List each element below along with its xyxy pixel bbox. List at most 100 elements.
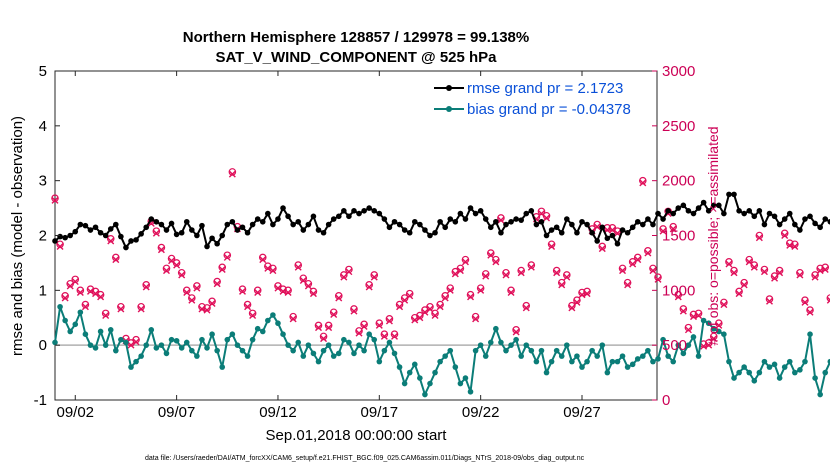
obs-assimilated-point <box>254 289 262 297</box>
rmse-point <box>366 205 372 211</box>
bias-point <box>761 358 768 365</box>
bias-point <box>320 347 327 354</box>
obs-assimilated-stroke <box>456 267 464 275</box>
obs-possible-point <box>593 220 602 229</box>
bias-point <box>564 342 570 348</box>
obs-assimilated-point <box>340 273 348 281</box>
obs-possible-point <box>806 306 814 314</box>
rmse-point <box>214 240 220 247</box>
rmse-point <box>579 218 585 225</box>
obs-possible-point <box>223 251 232 260</box>
bias-line <box>54 305 830 396</box>
rmse-point <box>432 229 438 236</box>
bias-point <box>265 317 271 324</box>
obs-assimilated-stroke <box>142 283 150 291</box>
bias-point <box>422 391 428 398</box>
bias-point <box>87 342 94 348</box>
obs-assimilated-stroke <box>517 269 525 277</box>
obs-assimilated-point <box>507 289 515 297</box>
obs-possible-point <box>644 247 652 255</box>
bias-point <box>396 364 403 370</box>
obs-assimilated-stroke <box>228 170 236 178</box>
bias-point <box>569 358 575 365</box>
rmse-point <box>77 221 84 228</box>
obs-assimilated-point <box>223 253 231 261</box>
rmse-point <box>472 210 479 217</box>
obs-assimilated-point <box>102 312 110 320</box>
obs-assimilated-stroke <box>406 292 414 300</box>
bias-point <box>113 347 119 354</box>
bias-point <box>285 342 291 348</box>
obs-assimilated-point <box>786 241 794 249</box>
obs-assimilated-point <box>598 245 606 253</box>
rmse-point <box>97 229 104 236</box>
obs-assimilated-point <box>816 267 824 275</box>
rmse-point <box>726 191 732 198</box>
legend-bias-label: bias grand pr = -0.04378 <box>467 101 631 118</box>
obs-assimilated-stroke <box>548 242 556 250</box>
obs-possible-point <box>730 266 738 275</box>
obs-possible-point <box>633 253 642 262</box>
obs-assimilated-stroke <box>593 223 601 231</box>
obs-assimilated-point <box>188 296 196 304</box>
obs-assimilated-stroke <box>238 287 246 295</box>
obs-possible-point <box>345 265 353 274</box>
obs-assimilated-stroke <box>467 293 475 301</box>
obs-assimilated-point <box>249 312 257 320</box>
obs-assimilated-stroke <box>92 290 100 298</box>
obs-assimilated-stroke <box>380 332 388 340</box>
bias-point <box>660 336 666 343</box>
bias-point <box>442 353 448 359</box>
rmse-point <box>761 221 768 228</box>
obs-possible-point <box>623 278 632 287</box>
rmse-point <box>341 208 347 214</box>
obs-possible-point <box>826 294 830 302</box>
obs-possible-point <box>512 326 520 334</box>
obs-assimilated-stroke <box>563 273 571 281</box>
obs-possible-point <box>720 298 728 307</box>
rmse-point <box>118 233 124 240</box>
obs-assimilated-stroke <box>396 303 404 311</box>
rmse-point <box>477 208 484 214</box>
bias-point <box>558 353 565 359</box>
rmse-point <box>792 221 798 228</box>
rmse-point <box>128 238 134 244</box>
y-tick-left-label: 4 <box>39 118 47 135</box>
bias-point <box>543 369 550 376</box>
obs-possible-point <box>563 271 571 279</box>
obs-possible-point <box>654 273 662 281</box>
rmse-point <box>645 216 651 222</box>
tick-group: -1 0 1 2 3 4 5 0 500 1000 1500 2000 2500 3000 09/02 09/… <box>34 63 696 421</box>
bias-point <box>533 358 540 365</box>
bias-point <box>609 358 616 365</box>
obs-assimilated-stroke <box>416 314 424 322</box>
obs-assimilated-stroke <box>173 261 181 269</box>
bias-point <box>346 339 352 346</box>
obs-assimilated-stroke <box>127 341 135 349</box>
bias-point <box>528 347 535 354</box>
obs-possible-point <box>304 279 313 288</box>
obs-possible-point <box>213 277 221 286</box>
obs-assimilated-stroke <box>801 298 809 306</box>
obs-possible-point <box>289 312 297 321</box>
bias-point <box>123 339 129 346</box>
rmse-point <box>427 232 433 239</box>
obs-assimilated-point <box>639 179 647 187</box>
rmse-point <box>123 244 129 251</box>
bias-point <box>685 342 692 348</box>
obs-possible-point <box>785 239 794 247</box>
rmse-point <box>148 216 155 222</box>
obs-assimilated-stroke <box>750 263 758 271</box>
obs-assimilated-stroke <box>461 258 469 266</box>
obs-assimilated-point <box>178 271 186 279</box>
obs-assimilated-stroke <box>249 312 257 320</box>
obs-assimilated-point <box>811 273 819 281</box>
bias-point <box>766 364 773 370</box>
obs-assimilated-point <box>578 291 586 299</box>
obs-possible-point <box>76 286 85 295</box>
obs-assimilated-point <box>563 273 571 281</box>
bias-point <box>158 342 165 348</box>
rmse-point <box>634 218 641 225</box>
rmse-point <box>417 221 423 228</box>
obs-assimilated-stroke <box>274 284 282 292</box>
